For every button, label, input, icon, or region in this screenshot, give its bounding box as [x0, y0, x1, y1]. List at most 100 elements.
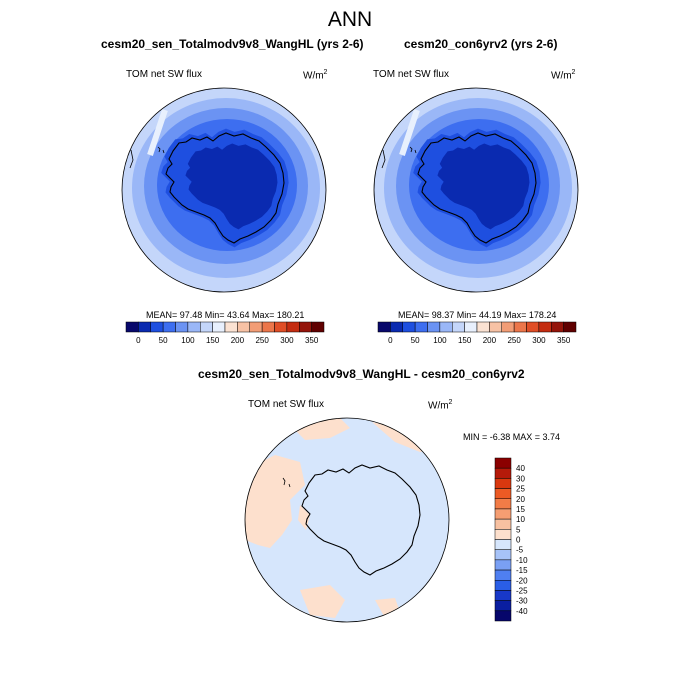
- panel-1-colorbar-swatch: [125, 321, 139, 333]
- panel-3-colorbar-swatch: [494, 478, 512, 489]
- panel-2-colorbar-tick-label: 50: [411, 336, 420, 345]
- panel-2-colorbar-swatch: [414, 321, 428, 333]
- panel-3-colorbar-tick-label: -5: [516, 546, 524, 555]
- panel-1-colorbar-tick-label: 350: [305, 336, 319, 345]
- panel-2-light-patch: [399, 109, 420, 156]
- panel-1-colorbar-swatch: [237, 321, 250, 333]
- panel-1-coast-fragment: [129, 149, 134, 169]
- panel-1-colorbar-swatch: [274, 321, 288, 333]
- panel-3-colorbar-swatch: [494, 457, 512, 469]
- panel-3-variable-label: TOM net SW flux: [248, 399, 324, 410]
- panel-1-colorbar-swatch: [187, 321, 201, 333]
- panel-3-map: [244, 417, 450, 623]
- panel-2-colorbar-tick-label: 300: [532, 336, 546, 345]
- panel-3-colorbar-swatch: [494, 498, 512, 510]
- panel-2-colorbar-tick-label: 350: [557, 336, 571, 345]
- panel-3-unit-label: W/m2: [428, 399, 453, 412]
- panel-2-colorbar-tick-label: 200: [483, 336, 497, 345]
- panel-3-colorbar-swatch: [494, 569, 512, 581]
- panel-2-colorbar: 0 50 100 150 200 250 300 350: [377, 321, 577, 345]
- panel-2-colorbar-swatch: [476, 321, 490, 333]
- panel-2-map-border: [373, 87, 579, 293]
- figure-title: ANN: [327, 8, 373, 31]
- panel-3-colorbar-swatch: [494, 508, 512, 520]
- panel-3-colorbar-swatch: [494, 580, 512, 591]
- panel-3-colorbar-tick-label: 10: [516, 515, 525, 524]
- panel-3-warm-patch-peninsula: [298, 505, 310, 530]
- panel-1-colorbar-swatch: [200, 321, 213, 333]
- panel-1-islands: [157, 146, 165, 154]
- panel-1-colorbar-tick-label: 250: [255, 336, 269, 345]
- panel-2-colorbar-swatch: [501, 321, 515, 333]
- panel-1-colorbar-swatch: [138, 321, 151, 333]
- panel-1-colorbar-tick-label: 100: [181, 336, 195, 345]
- panel-1-colorbar: 0 50 100 150 200 250 300 350: [125, 321, 325, 345]
- panel-2-colorbar-swatch: [402, 321, 416, 333]
- panel-3-colorbar-tick-label: -30: [516, 597, 528, 606]
- panel-2-colorbar-swatch: [427, 321, 441, 333]
- panel-3-colorbar-swatch: [494, 467, 512, 479]
- panel-2-unit-label: W/m2: [551, 69, 576, 82]
- panel-2-colorbar-swatch: [464, 321, 478, 333]
- panel-3-colorbar-tick-label: -20: [516, 576, 528, 585]
- panel-2-colorbar-swatch: [452, 321, 465, 333]
- panel-2-colorbar-swatch: [377, 321, 391, 333]
- panel-1-colorbar-swatch: [249, 321, 263, 333]
- panel-2-colorbar-swatch: [439, 321, 453, 333]
- panel-3-colorbar-swatch: [494, 518, 512, 530]
- panel-2-colorbar-swatch: [489, 321, 502, 333]
- panel-3-colorbar-tick-label: 20: [516, 495, 525, 504]
- panel-3-colorbar-swatch: [494, 488, 512, 499]
- panel-3-warm-patch-west: [245, 455, 305, 548]
- panel-3-title: cesm20_sen_Totalmodv9v8_WangHL - cesm20_…: [198, 367, 525, 381]
- panel-3-colorbar-tick-label: 30: [516, 474, 525, 483]
- panel-2-islands: [409, 146, 417, 154]
- panel-2-colorbar-swatch: [513, 321, 527, 333]
- panel-3-colorbar-swatch: [494, 549, 512, 561]
- panel-3-colorbar-tick-label: -10: [516, 556, 528, 565]
- panel-1-colorbar-swatch: [261, 321, 275, 333]
- panel-1-stats: MEAN= 97.48 Min= 43.64 Max= 180.21: [146, 310, 305, 320]
- panel-2-stats: MEAN= 98.37 Min= 44.19 Max= 178.24: [398, 310, 557, 320]
- panel-3-colorbar-swatch: [494, 559, 512, 571]
- panel-3-colorbar-tick-label: -15: [516, 566, 528, 575]
- panel-1-map: [121, 87, 327, 293]
- panel-1-colorbar-tick-label: 50: [159, 336, 168, 345]
- panel-2-colorbar-tick-label: 150: [458, 336, 472, 345]
- panel-1-variable-label: TOM net SW flux: [126, 69, 202, 80]
- panel-3-colorbar-swatch: [494, 529, 512, 540]
- panel-2-colorbar-swatch: [538, 321, 552, 333]
- panel-3-islands: [282, 477, 291, 488]
- panel-3-colorbar-swatch: [494, 610, 512, 622]
- panel-3-colorbar-swatch: [494, 590, 512, 601]
- panel-3-warm-patch-south: [300, 585, 345, 618]
- panel-1-colorbar-swatch: [175, 321, 189, 333]
- panel-1-map-border: [121, 87, 327, 293]
- panel-3-colorbar-tick-label: 5: [516, 525, 521, 534]
- panel-1-light-patch: [147, 109, 168, 156]
- panel-1-colorbar-swatch: [212, 321, 226, 333]
- panel-2-colorbar-tick-label: 0: [388, 336, 393, 345]
- panel-2-colorbar-swatch: [551, 321, 564, 333]
- panel-1-title: cesm20_sen_Totalmodv9v8_WangHL (yrs 2-6): [101, 37, 364, 51]
- panel-3-colorbar-tick-label: 25: [516, 485, 525, 494]
- panel-2-title: cesm20_con6yrv2 (yrs 2-6): [404, 37, 558, 51]
- panel-3-colorbar-tick-label: -25: [516, 586, 528, 595]
- panel-1-colorbar-swatch: [286, 321, 300, 333]
- panel-3-colorbar-swatch: [494, 600, 512, 612]
- panel-1-colorbar-swatch: [299, 321, 312, 333]
- panel-1-unit-label: W/m2: [303, 69, 328, 82]
- panel-1-colorbar-tick-label: 150: [206, 336, 220, 345]
- panel-1-colorbar-tick-label: 300: [280, 336, 294, 345]
- panel-2-colorbar-tick-label: 100: [433, 336, 447, 345]
- panel-1-colorbar-tick-label: 200: [231, 336, 245, 345]
- panel-2-colorbar-swatch: [526, 321, 540, 333]
- panel-1-colorbar-swatch: [311, 321, 325, 333]
- panel-3-colorbar-swatch: [494, 539, 512, 550]
- panel-2-colorbar-tick-label: 250: [507, 336, 521, 345]
- panel-2-variable-label: TOM net SW flux: [373, 69, 449, 80]
- panel-3-colorbar-tick-label: 40: [516, 464, 525, 473]
- panel-3-minmax-stats: MIN = -6.38 MAX = 3.74: [463, 432, 561, 442]
